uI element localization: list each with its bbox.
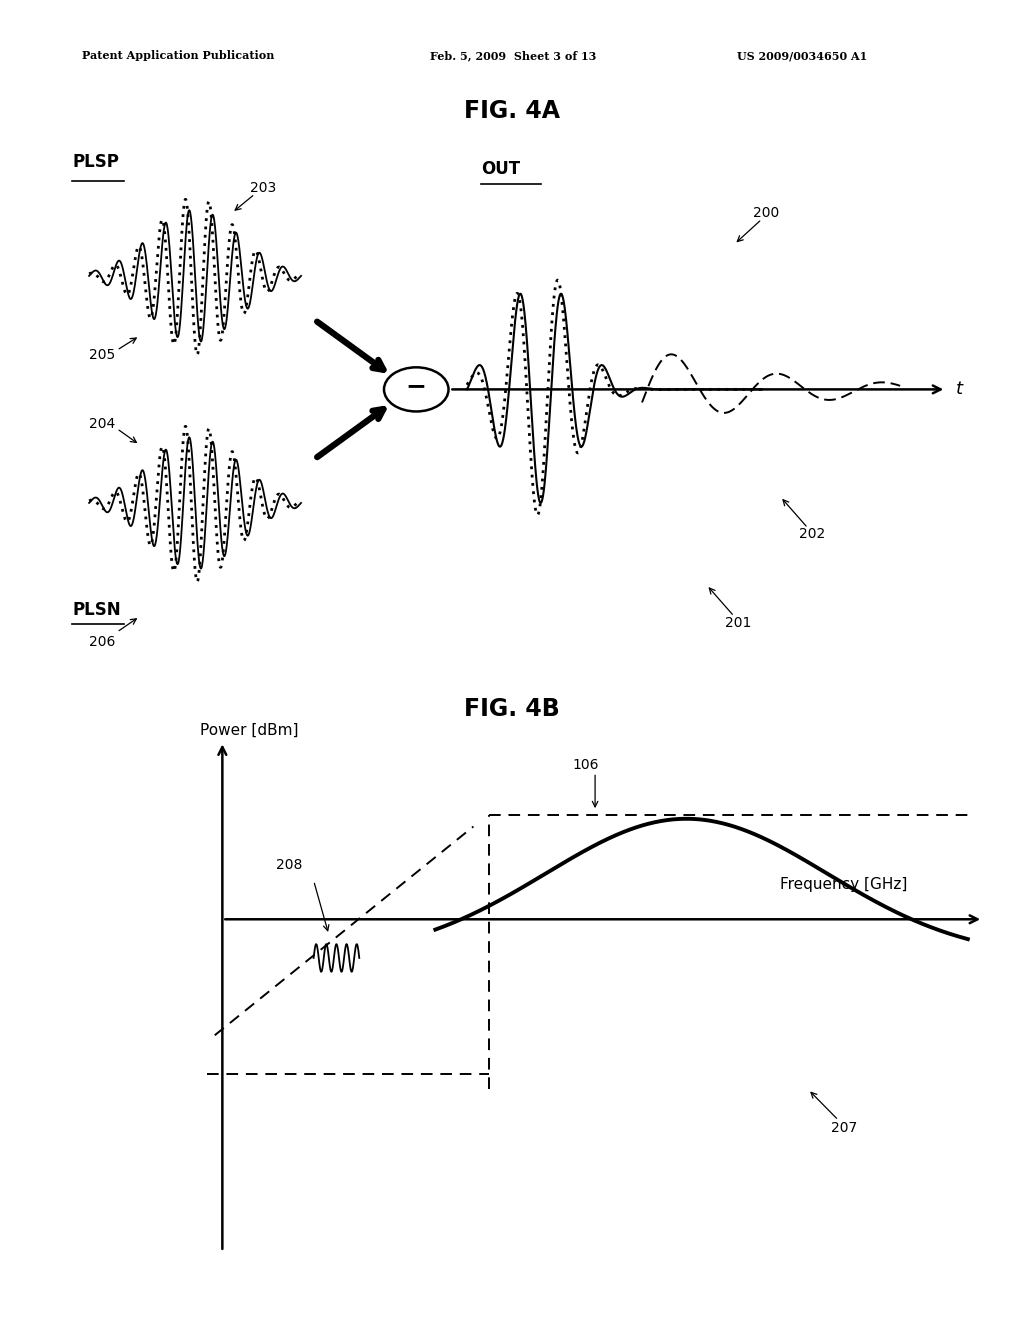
- Text: 106: 106: [572, 758, 599, 772]
- Text: 203: 203: [250, 181, 276, 194]
- Text: PLSP: PLSP: [73, 153, 120, 172]
- Text: 205: 205: [89, 347, 116, 362]
- Text: 206: 206: [89, 635, 116, 648]
- Text: US 2009/0034650 A1: US 2009/0034650 A1: [737, 50, 867, 61]
- Text: 200: 200: [753, 206, 779, 220]
- Text: FIG. 4B: FIG. 4B: [464, 697, 560, 721]
- Text: −: −: [406, 375, 427, 399]
- Text: 207: 207: [830, 1121, 857, 1135]
- Text: Power [dBm]: Power [dBm]: [200, 722, 298, 738]
- Text: PLSN: PLSN: [73, 601, 121, 619]
- Text: Frequency [GHz]: Frequency [GHz]: [779, 878, 907, 892]
- Text: OUT: OUT: [481, 160, 520, 178]
- Text: t: t: [955, 380, 963, 399]
- Text: FIG. 4A: FIG. 4A: [464, 99, 560, 123]
- Text: 202: 202: [799, 528, 825, 541]
- Text: Feb. 5, 2009  Sheet 3 of 13: Feb. 5, 2009 Sheet 3 of 13: [430, 50, 596, 61]
- Text: 208: 208: [275, 858, 302, 873]
- Text: Patent Application Publication: Patent Application Publication: [82, 50, 274, 61]
- Text: 201: 201: [725, 615, 752, 630]
- Text: 204: 204: [89, 417, 116, 432]
